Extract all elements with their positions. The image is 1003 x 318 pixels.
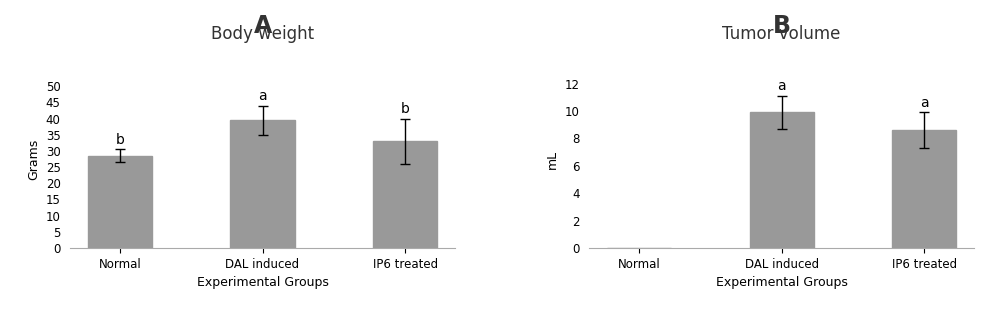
Bar (231, 120, 294, 248)
Text: a: a (919, 96, 928, 110)
Bar (749, 113, 812, 248)
Bar (87, 156, 151, 248)
Text: a: a (776, 79, 785, 93)
Y-axis label: mL: mL (546, 149, 559, 169)
Text: a: a (258, 89, 267, 103)
Bar (373, 141, 437, 248)
Text: b: b (115, 133, 124, 147)
Text: A: A (253, 14, 272, 38)
X-axis label: Experimental Groups: Experimental Groups (715, 276, 847, 289)
Title: Body weight: Body weight (211, 25, 314, 43)
Text: B: B (772, 14, 789, 38)
Title: Tumor volume: Tumor volume (722, 25, 840, 43)
Y-axis label: Grams: Grams (27, 138, 40, 180)
Text: b: b (400, 102, 409, 116)
X-axis label: Experimental Groups: Experimental Groups (197, 276, 328, 289)
Bar (892, 130, 956, 248)
